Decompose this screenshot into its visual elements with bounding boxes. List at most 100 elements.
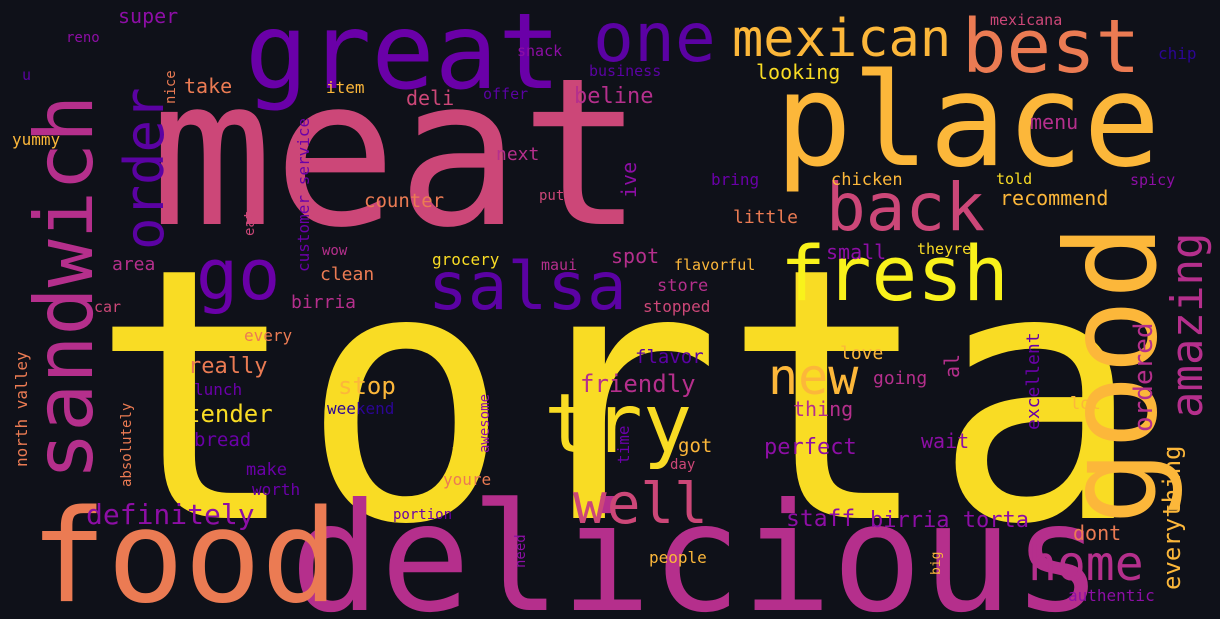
word-wow: wow [322,243,348,259]
word-little: little [733,207,799,228]
word-al: al [940,353,964,378]
word-lot: lot [1070,394,1101,414]
word-every: every [244,326,293,345]
word-menu: menu [1030,110,1079,134]
word-area: area [112,254,156,275]
word-awesome: awesome [477,393,493,453]
word-birria-torta: birria torta [870,508,1029,533]
word-great: great [245,0,562,113]
word-definitely: definitely [86,498,255,531]
word-place: place [775,47,1161,196]
word-put: put [539,188,565,204]
word-day: day [670,457,696,473]
word-bread: bread [194,429,252,451]
word-take: take [184,74,233,98]
word-car: car [94,298,122,316]
word-amazing: amazing [1162,232,1213,418]
word-new: new [768,348,859,406]
word-spicy: spicy [1130,171,1176,189]
word-u: u [22,66,32,84]
word-recommend: recommend [1000,186,1109,210]
word-time: time [614,425,633,464]
word-tender: tender [186,400,273,428]
word-home: home [1028,536,1144,592]
word-mexican: mexican [732,9,952,69]
word-wait: wait [921,429,970,453]
word-small: small [826,240,887,264]
word-reno: reno [66,30,100,46]
word-business: business [589,62,662,80]
word-staff: staff [786,506,856,532]
word-fresh: fresh [780,229,1009,318]
word-ive: ive [617,161,641,198]
word-bring: bring [711,170,760,189]
word-clean: clean [320,264,375,285]
word-super: super [118,4,179,28]
word-store: store [657,276,709,296]
word-order: order [113,87,176,250]
word-north-valley: north valley [12,351,31,467]
word-go: go [196,234,281,316]
word-make: make [246,460,287,480]
word-got: got [678,435,713,457]
word-absolutely: absolutely [119,402,135,487]
word-offer: offer [483,85,529,103]
word-stopped: stopped [643,297,711,316]
word-authentic: authentic [1068,586,1155,605]
word-perfect: perfect [764,435,857,460]
word-item: item [326,78,365,97]
word-going: going [873,368,928,389]
word-worth: worth [252,480,301,499]
word-looking: looking [756,60,841,84]
word-meat: meat [150,35,644,273]
word-flavor: flavor [635,346,704,368]
word-next: next [496,144,540,165]
word-customer-service: customer service [294,117,313,272]
word-stop: stop [338,372,396,400]
word-try: try [544,377,693,472]
word-ordered: ordered [1129,322,1159,432]
word-deli: deli [406,86,455,110]
word-sandwich: sandwich [18,94,111,480]
word-people: people [649,548,707,567]
word-thing: thing [793,397,854,421]
word-lunch: lunch [194,380,243,399]
word-love: love [840,343,884,364]
word-big: big [929,551,944,575]
word-grocery: grocery [432,250,500,269]
word-weekend: weekend [327,399,395,418]
word-nice: nice [163,70,179,104]
word-excellent: excellent [1023,332,1044,430]
word-im: im [450,440,477,465]
word-need: need [513,534,529,568]
word-friendly: friendly [580,370,696,398]
word-delicious: delicious [290,472,1103,619]
word-beline: beline [574,84,654,109]
word-mexicana: mexicana [990,11,1063,29]
word-counter: counter [364,190,445,212]
word-food: food [30,483,339,619]
word-one: one [593,0,716,78]
word-back: back [826,169,985,246]
word-salsa: salsa [428,248,627,325]
word-best: best [962,4,1141,90]
word-yummy: yummy [12,130,61,149]
word-eat: eat [242,210,258,236]
word-chip: chip [1158,44,1197,63]
word-flavorful: flavorful [674,256,756,274]
word-really: really [188,354,268,379]
word-youre: youre [443,470,492,489]
word-chicken: chicken [831,170,903,190]
word-spot: spot [611,244,660,268]
word-well: well [573,472,708,537]
word-portion: portion [393,507,453,523]
word-birria: birria [291,292,357,313]
word-theyre: theyre [917,240,972,258]
word-torta: torta [90,193,1144,601]
word-dont: dont [1073,521,1122,545]
word-maui: maui [541,256,578,274]
word-snack: snack [517,42,563,60]
word-told: told [996,170,1033,188]
word-everything: everything [1158,445,1186,591]
